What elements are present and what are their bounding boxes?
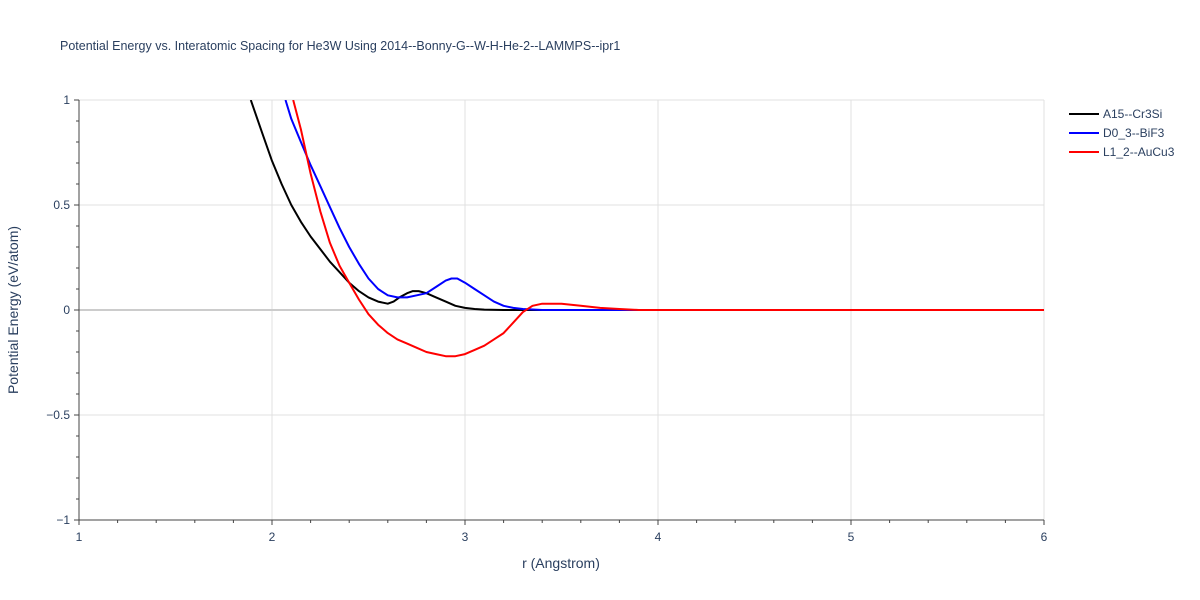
chart-title: Potential Energy vs. Interatomic Spacing… bbox=[60, 39, 620, 53]
x-axis-title: r (Angstrom) bbox=[522, 555, 600, 571]
y-axis-title: Potential Energy (eV/atom) bbox=[5, 226, 21, 394]
y-tick-label: 0 bbox=[63, 303, 70, 317]
legend-label: L1_2--AuCu3 bbox=[1103, 145, 1175, 159]
x-tick-label: 3 bbox=[462, 530, 469, 544]
x-tick-label: 1 bbox=[76, 530, 83, 544]
y-tick-label: −1 bbox=[56, 513, 70, 527]
y-tick-label: 1 bbox=[63, 93, 70, 107]
y-tick-label: 0.5 bbox=[53, 198, 70, 212]
y-tick-label: −0.5 bbox=[46, 408, 70, 422]
axes bbox=[74, 99, 1045, 525]
x-tick-label: 2 bbox=[269, 530, 276, 544]
legend-label: A15--Cr3Si bbox=[1103, 107, 1162, 121]
y-ticks: −1 −0.5 0 0.5 1 bbox=[46, 93, 70, 527]
series-line-3 bbox=[292, 100, 1044, 358]
series-line-2 bbox=[284, 100, 1044, 311]
legend: A15--Cr3Si D0_3--BiF3 L1_2--AuCu3 bbox=[1069, 107, 1175, 159]
series-lines bbox=[249, 100, 1044, 358]
x-tick-label: 4 bbox=[655, 530, 662, 544]
x-tick-label: 5 bbox=[848, 530, 855, 544]
legend-label: D0_3--BiF3 bbox=[1103, 126, 1165, 140]
x-tick-label: 6 bbox=[1041, 530, 1048, 544]
x-ticks: 1 2 3 4 5 6 bbox=[76, 530, 1048, 544]
